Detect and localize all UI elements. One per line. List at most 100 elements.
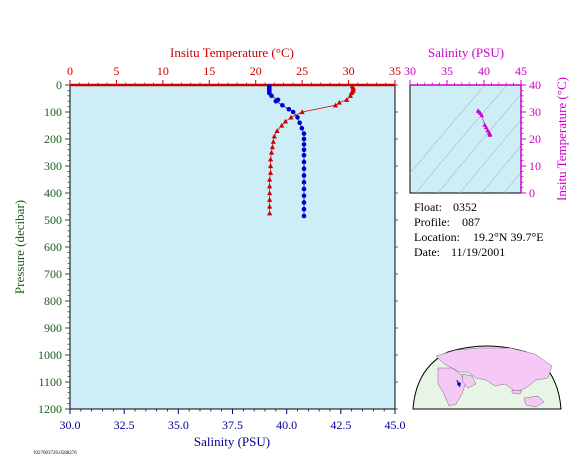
top-tick-label: 10 bbox=[157, 64, 169, 78]
map-land-indonesia bbox=[511, 389, 523, 395]
salinity-point bbox=[301, 131, 307, 136]
ts-right-tick-label: 10 bbox=[529, 159, 541, 173]
salinity-point bbox=[301, 193, 307, 198]
temperature-point bbox=[288, 114, 294, 120]
left-tick-label: 300 bbox=[44, 159, 62, 173]
salinity-point bbox=[301, 200, 307, 205]
ts-right-temperature-axis: 0 10 20 30 40 bbox=[520, 78, 541, 200]
top-temperature-axis: 0 5 10 15 20 25 30 35 bbox=[67, 64, 401, 85]
salinity-point bbox=[299, 125, 305, 131]
salinity-point bbox=[301, 166, 307, 171]
salinity-point bbox=[301, 179, 307, 185]
salinity-point bbox=[269, 93, 274, 99]
top-tick-label: 25 bbox=[296, 64, 308, 78]
main-profile-plot: 0 5 10 15 20 25 30 35 30.0 32.5 35.0 37.5 40.0 42.5 4… bbox=[12, 45, 406, 449]
ts-right-tick-label: 20 bbox=[529, 132, 541, 146]
ts-right-tick-label: 30 bbox=[529, 105, 541, 119]
top-tick-label: 15 bbox=[203, 64, 215, 78]
top-tick-label: 5 bbox=[113, 64, 119, 78]
ts-plot-area bbox=[409, 84, 522, 194]
ts-top-axis-label: Salinity (PSU) bbox=[428, 45, 504, 60]
ts-top-tick-label: 40 bbox=[478, 64, 490, 78]
left-tick-label: 800 bbox=[44, 294, 62, 308]
salinity-point bbox=[301, 186, 307, 192]
bottom-tick-label: 37.5 bbox=[222, 418, 243, 432]
float-label: Float: bbox=[414, 200, 442, 214]
top-tick-label: 30 bbox=[343, 64, 355, 78]
temperature-point bbox=[267, 197, 273, 202]
y-axis-label: Pressure (decibar) bbox=[12, 200, 27, 294]
top-tick-label: 0 bbox=[67, 64, 73, 78]
left-tick-label: 1200 bbox=[38, 402, 62, 416]
ts-top-tick-label: 30 bbox=[404, 64, 416, 78]
bottom-salinity-axis: 30.0 32.5 35.0 37.5 40.0 42.5 45.0 bbox=[60, 409, 406, 432]
salinity-point bbox=[290, 109, 296, 115]
ts-top-tick-label: 45 bbox=[515, 64, 527, 78]
temperature-point bbox=[267, 170, 274, 175]
ts-right-axis-label: Insitu Temperature (°C) bbox=[554, 77, 569, 201]
temperature-point bbox=[270, 139, 276, 144]
salinity-point bbox=[301, 136, 307, 142]
left-tick-label: 900 bbox=[44, 321, 62, 335]
profile-value: 087 bbox=[462, 215, 480, 229]
left-tick-label: 500 bbox=[44, 213, 62, 227]
date-label: Date: bbox=[414, 245, 440, 259]
bottom-tick-label: 45.0 bbox=[385, 418, 406, 432]
left-tick-label: 200 bbox=[44, 132, 62, 146]
ts-top-salinity-axis: 30 35 40 45 bbox=[404, 64, 527, 86]
temperature-point bbox=[267, 190, 273, 196]
salinity-point bbox=[297, 120, 302, 126]
footer-code: 1027003726.0588276 bbox=[33, 451, 77, 456]
temperature-point bbox=[332, 102, 339, 108]
float-position-marker bbox=[457, 382, 461, 386]
ts-point bbox=[483, 125, 489, 130]
temperature-point bbox=[271, 133, 277, 139]
profile-label: Profile: bbox=[414, 215, 450, 229]
ts-point bbox=[479, 112, 485, 118]
ts-top-tick-label: 35 bbox=[441, 64, 453, 78]
top-tick-label: 35 bbox=[389, 64, 401, 78]
temperature-point bbox=[267, 176, 273, 182]
temperature-point bbox=[347, 93, 354, 98]
location-label: Location: bbox=[414, 230, 460, 244]
top-axis-label: Insitu Temperature (°C) bbox=[170, 45, 294, 60]
bottom-axis-label: Salinity (PSU) bbox=[194, 434, 270, 449]
density-contour-line bbox=[437, 93, 521, 193]
temperature-point bbox=[344, 97, 350, 102]
top-tick-label: 20 bbox=[250, 64, 262, 78]
temperature-point bbox=[267, 183, 273, 189]
bottom-tick-label: 42.5 bbox=[330, 418, 351, 432]
world-map-inset bbox=[412, 345, 562, 410]
main-plot-area bbox=[69, 84, 396, 410]
bottom-tick-label: 32.5 bbox=[114, 418, 135, 432]
salinity-point bbox=[301, 159, 307, 165]
density-contour-line bbox=[410, 85, 486, 174]
ts-point bbox=[487, 132, 493, 137]
bottom-tick-label: 40.0 bbox=[276, 418, 297, 432]
left-tick-label: 1100 bbox=[38, 375, 62, 389]
left-tick-label: 400 bbox=[44, 186, 62, 200]
density-contour-line bbox=[415, 85, 508, 193]
temperature-point bbox=[269, 144, 276, 150]
density-contours bbox=[410, 85, 521, 193]
float-value: 0352 bbox=[453, 200, 477, 214]
temperature-point bbox=[279, 122, 285, 128]
temperature-point bbox=[267, 210, 273, 216]
bottom-tick-label: 30.0 bbox=[60, 418, 81, 432]
ts-right-tick-label: 40 bbox=[529, 78, 541, 92]
salinity-point bbox=[286, 107, 292, 112]
salinity-point bbox=[301, 173, 307, 178]
bottom-tick-label: 35.0 bbox=[168, 418, 189, 432]
salinity-point bbox=[301, 206, 307, 212]
temperature-point bbox=[268, 149, 275, 155]
map-land-australia bbox=[523, 395, 545, 408]
temperature-point bbox=[282, 118, 289, 124]
salinity-point bbox=[301, 152, 307, 158]
map-land-africa bbox=[437, 367, 467, 407]
left-tick-label: 0 bbox=[56, 78, 62, 92]
location-value: 19.2°N 39.7°E bbox=[473, 230, 544, 244]
map-land-arabia bbox=[461, 373, 477, 389]
left-pressure-axis: 0 100 200 300 400 500 600 700 800 900 1000 1100 1200 bbox=[38, 78, 398, 416]
temperature-point bbox=[336, 99, 342, 105]
